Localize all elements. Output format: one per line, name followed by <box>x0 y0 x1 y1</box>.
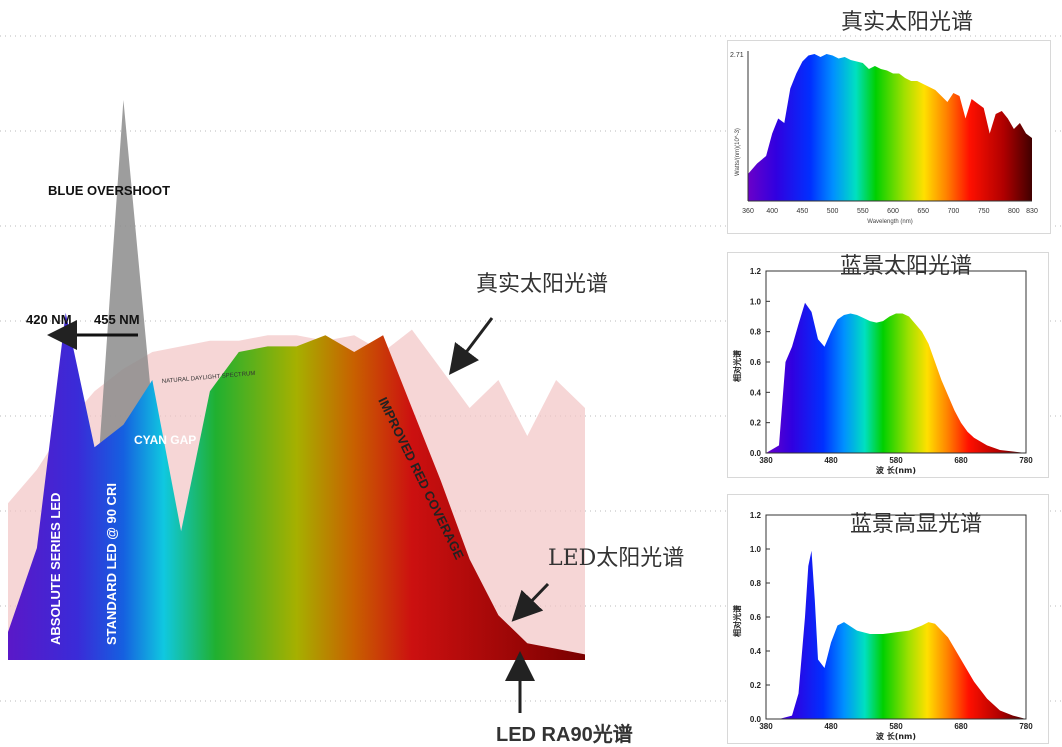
lanjing-sun-ytick: 0.8 <box>750 328 762 337</box>
lanjing-cri-area <box>766 550 1026 719</box>
lanjing-sun-xtick: 580 <box>889 456 903 465</box>
nm-420-label: 420 NM <box>26 312 72 327</box>
blue-overshoot-label: BLUE OVERSHOOT <box>48 183 170 198</box>
real-sun-area <box>748 54 1032 201</box>
lanjing-cri-ytick: 0.0 <box>750 715 762 724</box>
real-sun-xlabel: Wavelength (nm) <box>867 219 912 225</box>
real-sun-xtick: 550 <box>857 208 869 215</box>
lanjing-cri-xtick: 680 <box>954 722 968 731</box>
lanjing-sun-ylabel: 相对光谱 <box>732 350 742 382</box>
lanjing-cri-ytick: 0.8 <box>750 579 762 588</box>
true-sun-annotation: 真实太阳光谱 <box>476 272 609 297</box>
lanjing-cri-ytick: 0.6 <box>750 613 762 622</box>
nm-455-label: 455 NM <box>94 312 140 327</box>
lanjing-cri-title: 蓝景高显光谱 <box>850 512 983 537</box>
real-sun-xtick: 750 <box>978 208 990 215</box>
real-sun-ytick: 2.71 <box>730 52 744 59</box>
real-sun-xtick: 450 <box>797 208 809 215</box>
absolute-series-label: ABSOLUTE SERIES LED <box>48 493 63 645</box>
real-sun-xtick: 830 <box>1026 208 1038 215</box>
lanjing-cri-ytick: 1.0 <box>750 545 762 554</box>
lanjing-sun-xtick: 480 <box>824 456 838 465</box>
lanjing-cri-ytick: 0.4 <box>750 647 762 656</box>
lanjing-sun-ytick: 0.4 <box>750 388 762 397</box>
led-ra90-annotation: LED RA90光谱 <box>496 724 633 746</box>
lanjing-cri-xtick: 480 <box>824 722 838 731</box>
lanjing-cri-xtick: 580 <box>889 722 903 731</box>
main-comparison-chart: BLUE OVERSHOOT 420 NM 455 NM CYAN GAP NA… <box>8 100 585 713</box>
lanjing-sun-ytick: 1.2 <box>750 267 762 276</box>
lanjing-cri-ytick: 1.2 <box>750 511 762 520</box>
real-sun-xtick: 500 <box>827 208 839 215</box>
lanjing-sun-ytick: 1.0 <box>750 297 762 306</box>
led-sun-arrow <box>511 582 550 622</box>
standard-led-label: STANDARD LED @ 90 CRI <box>104 483 119 645</box>
lanjing-cri-ytick: 0.2 <box>750 681 762 690</box>
lanjing-cri-panel: 1.2 1.0 0.8 0.6 0.4 0.2 0.0 380 480 580 680 780 波 长(… <box>727 494 1049 744</box>
cyan-gap-label: CYAN GAP <box>134 433 196 447</box>
lanjing-cri-xtick: 380 <box>759 722 773 731</box>
lanjing-cri-ylabel: 相对光谱 <box>732 605 742 637</box>
lanjing-sun-xtick: 680 <box>954 456 968 465</box>
lanjing-sun-ytick: 0.0 <box>750 449 762 458</box>
lanjing-sun-xtick: 380 <box>759 456 773 465</box>
lanjing-sun-title: 蓝景太阳光谱 <box>840 254 973 279</box>
real-sun-ylabel: Watts/(nm)(10^-3) <box>735 128 741 176</box>
lanjing-cri-xlabel: 波 长(nm) <box>876 731 916 741</box>
lanjing-sun-xtick: 780 <box>1019 456 1033 465</box>
real-sun-xtick: 700 <box>948 208 960 215</box>
lanjing-sun-xlabel: 波 长(nm) <box>876 465 916 475</box>
real-sun-title: 真实太阳光谱 <box>841 10 974 35</box>
led-sun-annotation: LED太阳光谱 <box>548 546 685 571</box>
real-sun-panel: 2.71 Watts/(nm)(10^-3) 360 400 450 500 550 600 6… <box>727 40 1051 234</box>
true-sun-arrow <box>448 317 494 375</box>
real-sun-xtick: 400 <box>766 208 778 215</box>
lanjing-sun-area <box>766 302 1026 453</box>
lanjing-sun-ytick: 0.6 <box>750 358 762 367</box>
lanjing-sun-panel: 1.2 1.0 0.8 0.6 0.4 0.2 0.0 380 480 580 680 780 波 长(… <box>727 252 1049 478</box>
real-sun-xtick: 800 <box>1008 208 1020 215</box>
real-sun-xtick: 360 <box>742 208 754 215</box>
real-sun-xtick: 650 <box>917 208 929 215</box>
lanjing-cri-xtick: 780 <box>1019 722 1033 731</box>
absolute-led-area <box>8 312 585 660</box>
real-sun-xtick: 600 <box>887 208 899 215</box>
lanjing-sun-ytick: 0.2 <box>750 419 762 428</box>
